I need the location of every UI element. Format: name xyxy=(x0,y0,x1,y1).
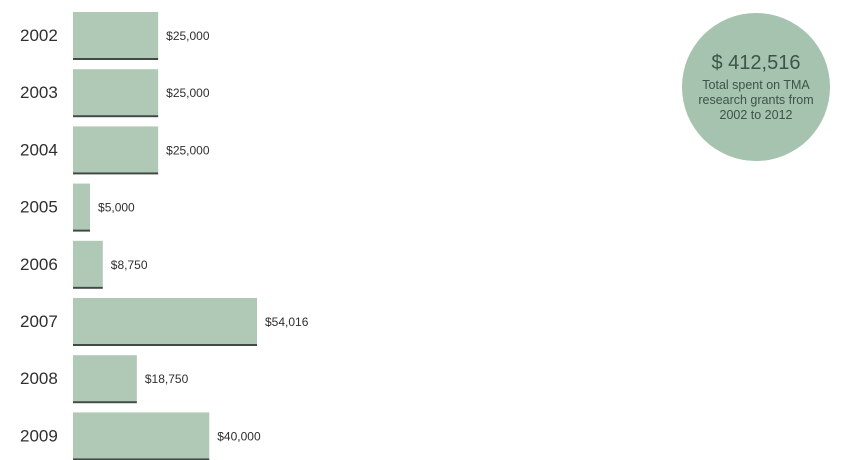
value-label: $18,750 xyxy=(145,372,189,386)
bar-underline xyxy=(73,58,159,60)
year-label: 2003 xyxy=(20,83,58,102)
value-label: $25,000 xyxy=(166,29,210,43)
bar-underline xyxy=(73,172,159,175)
bar-underline xyxy=(73,344,257,346)
value-label: $54,016 xyxy=(265,315,309,329)
year-label: 2009 xyxy=(20,426,58,445)
bar-underline xyxy=(73,458,210,460)
bar-2005 xyxy=(73,183,91,230)
value-label: $40,000 xyxy=(217,429,261,443)
summary-total: $ 412,516 xyxy=(711,52,801,74)
bar-underline xyxy=(73,229,91,232)
bar-2003 xyxy=(73,69,159,116)
bar-underline xyxy=(73,115,159,118)
bar-2002 xyxy=(73,12,159,58)
bar-2006 xyxy=(73,240,103,287)
year-label: 2006 xyxy=(20,255,58,274)
year-label: 2008 xyxy=(20,369,58,388)
bar-underline xyxy=(73,286,103,289)
summary-caption: Total spent on TMA research grants from … xyxy=(698,78,814,122)
value-label: $8,750 xyxy=(111,258,148,272)
bar-2008 xyxy=(73,355,137,402)
summary-bubble: $ 412,516 Total spent on TMA research gr… xyxy=(682,13,830,161)
value-label: $25,000 xyxy=(166,86,210,100)
bar-2007 xyxy=(73,298,257,344)
bar-2009 xyxy=(73,412,210,459)
year-label: 2007 xyxy=(20,312,58,331)
year-label: 2004 xyxy=(20,140,58,159)
year-label: 2002 xyxy=(20,26,58,45)
bar-2004 xyxy=(73,126,159,173)
bar-underline xyxy=(73,401,137,404)
value-label: $25,000 xyxy=(166,143,210,157)
year-label: 2005 xyxy=(20,198,58,217)
value-label: $5,000 xyxy=(98,201,135,215)
